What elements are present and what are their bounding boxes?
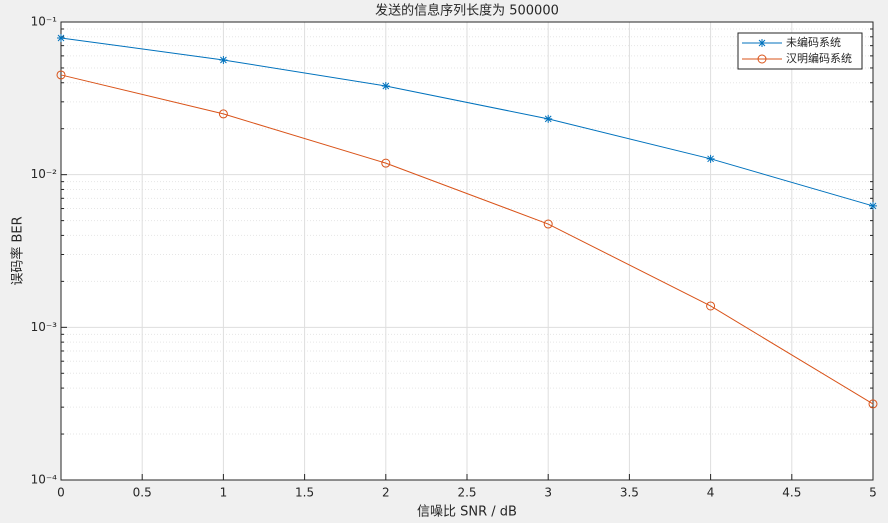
x-tick-label: 4.5 <box>782 486 801 500</box>
y-axis-label: 误码率 BER <box>10 216 26 285</box>
x-tick-label: 1 <box>220 486 228 500</box>
x-tick-label: 1.5 <box>295 486 314 500</box>
marker <box>869 201 877 210</box>
legend-label: 汉明编码系统 <box>786 51 852 65</box>
legend-label: 未编码系统 <box>786 35 841 49</box>
y-tick-label: 10⁻¹ <box>31 15 58 29</box>
legend-box <box>737 32 863 70</box>
x-tick-label: 3 <box>544 486 552 500</box>
marker <box>381 158 391 168</box>
y-tick-label: 10⁻² <box>31 167 58 181</box>
marker <box>56 70 66 80</box>
y-tick-label: 10⁻³ <box>31 320 58 334</box>
x-tick-label: 2.5 <box>457 486 476 500</box>
marker <box>381 81 390 90</box>
marker <box>706 154 715 163</box>
x-axis-label: 信噪比 SNR / dB <box>417 505 517 520</box>
marker <box>543 219 553 229</box>
marker <box>57 33 65 42</box>
marker <box>706 301 716 311</box>
x-tick-label: 0.5 <box>133 486 152 500</box>
series-line <box>60 74 874 405</box>
x-tick-label: 0 <box>57 486 65 500</box>
axes-box <box>60 21 874 481</box>
marker <box>218 109 228 119</box>
x-tick-label: 2 <box>382 486 390 500</box>
x-tick-label: 5 <box>869 486 877 500</box>
marker <box>219 55 228 64</box>
chart-title: 发送的信息序列长度为 500000 <box>375 3 559 19</box>
marker <box>757 54 767 64</box>
marker <box>544 114 553 123</box>
x-tick-label: 4 <box>707 486 715 500</box>
y-tick-label: 10⁻⁴ <box>31 473 58 487</box>
x-tick-label: 3.5 <box>620 486 639 500</box>
marker <box>758 39 766 47</box>
marker <box>868 399 878 409</box>
series-line <box>60 37 874 207</box>
